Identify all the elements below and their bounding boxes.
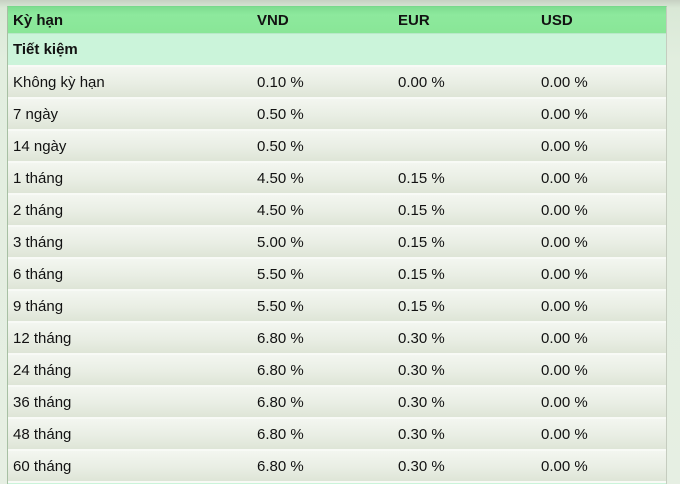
- vnd-rate-cell: 5.50 %: [257, 265, 304, 283]
- vnd-rate-cell: 6.80 %: [257, 329, 304, 347]
- usd-rate-cell: 0.00 %: [541, 329, 588, 347]
- vnd-rate-cell: 4.50 %: [257, 169, 304, 187]
- eur-rate-cell: 0.30 %: [398, 361, 445, 379]
- vnd-rate-cell: 0.50 %: [257, 105, 304, 123]
- table-row: 24 tháng 6.80 % 0.30 % 0.00 %: [8, 353, 666, 385]
- vnd-rate-cell: 6.80 %: [257, 393, 304, 411]
- usd-rate-cell: 0.00 %: [541, 393, 588, 411]
- column-header-eur: EUR: [398, 11, 430, 29]
- eur-rate-cell: 0.30 %: [398, 329, 445, 347]
- usd-rate-cell: 0.00 %: [541, 137, 588, 155]
- eur-rate-cell: 0.30 %: [398, 457, 445, 475]
- usd-rate-cell: 0.00 %: [541, 265, 588, 283]
- table-row: 14 ngày 0.50 % 0.00 %: [8, 129, 666, 161]
- eur-rate-cell: 0.15 %: [398, 297, 445, 315]
- eur-rate-cell: 0.15 %: [398, 201, 445, 219]
- usd-rate-cell: 0.00 %: [541, 457, 588, 475]
- usd-rate-cell: 0.00 %: [541, 169, 588, 187]
- usd-rate-cell: 0.00 %: [541, 105, 588, 123]
- vnd-rate-cell: 5.50 %: [257, 297, 304, 315]
- vnd-rate-cell: 6.80 %: [257, 457, 304, 475]
- term-cell: 2 tháng: [13, 201, 64, 219]
- vnd-rate-cell: 0.50 %: [257, 137, 304, 155]
- usd-rate-cell: 0.00 %: [541, 297, 588, 315]
- table-row: 6 tháng 5.50 % 0.15 % 0.00 %: [8, 257, 666, 289]
- table-row: 48 tháng 6.80 % 0.30 % 0.00 %: [8, 417, 666, 449]
- table-row: 3 tháng 5.00 % 0.15 % 0.00 %: [8, 225, 666, 257]
- vnd-rate-cell: 0.10 %: [257, 73, 304, 91]
- interest-rate-table: Kỳ hạn VND EUR USD Tiết kiệm Không kỳ hạ…: [7, 6, 667, 484]
- term-cell: 12 tháng: [13, 329, 72, 347]
- table-header-row: Kỳ hạn VND EUR USD: [8, 7, 666, 33]
- table-row: 9 tháng 5.50 % 0.15 % 0.00 %: [8, 289, 666, 321]
- table-row: Không kỳ hạn 0.10 % 0.00 % 0.00 %: [8, 65, 666, 97]
- vnd-rate-cell: 5.00 %: [257, 233, 304, 251]
- eur-rate-cell: 0.15 %: [398, 233, 445, 251]
- section-row-savings: Tiết kiệm: [8, 33, 666, 65]
- column-header-vnd: VND: [257, 11, 289, 29]
- next-section-row-cutoff: [8, 481, 666, 484]
- vnd-rate-cell: 6.80 %: [257, 425, 304, 443]
- term-cell: 60 tháng: [13, 457, 72, 475]
- table-row: 60 tháng 6.80 % 0.30 % 0.00 %: [8, 449, 666, 481]
- eur-rate-cell: 0.00 %: [398, 73, 445, 91]
- term-cell: 3 tháng: [13, 233, 64, 251]
- table-row: 7 ngày 0.50 % 0.00 %: [8, 97, 666, 129]
- term-cell: 24 tháng: [13, 361, 72, 379]
- table-body: Không kỳ hạn 0.10 % 0.00 % 0.00 % 7 ngày…: [8, 65, 666, 481]
- eur-rate-cell: 0.15 %: [398, 169, 445, 187]
- usd-rate-cell: 0.00 %: [541, 233, 588, 251]
- term-cell: 48 tháng: [13, 425, 72, 443]
- vnd-rate-cell: 6.80 %: [257, 361, 304, 379]
- term-cell: Không kỳ hạn: [13, 73, 105, 91]
- column-header-usd: USD: [541, 11, 573, 29]
- table-row: 36 tháng 6.80 % 0.30 % 0.00 %: [8, 385, 666, 417]
- table-row: 1 tháng 4.50 % 0.15 % 0.00 %: [8, 161, 666, 193]
- column-header-term: Kỳ hạn: [13, 11, 64, 29]
- table-row: 12 tháng 6.80 % 0.30 % 0.00 %: [8, 321, 666, 353]
- usd-rate-cell: 0.00 %: [541, 425, 588, 443]
- term-cell: 7 ngày: [13, 105, 59, 123]
- eur-rate-cell: 0.15 %: [398, 265, 445, 283]
- term-cell: 9 tháng: [13, 297, 64, 315]
- term-cell: 1 tháng: [13, 169, 64, 187]
- usd-rate-cell: 0.00 %: [541, 73, 588, 91]
- eur-rate-cell: 0.30 %: [398, 393, 445, 411]
- eur-rate-cell: 0.30 %: [398, 425, 445, 443]
- term-cell: 14 ngày: [13, 137, 67, 155]
- table-row: 2 tháng 4.50 % 0.15 % 0.00 %: [8, 193, 666, 225]
- usd-rate-cell: 0.00 %: [541, 361, 588, 379]
- vnd-rate-cell: 4.50 %: [257, 201, 304, 219]
- term-cell: 6 tháng: [13, 265, 64, 283]
- section-label: Tiết kiệm: [13, 41, 78, 58]
- usd-rate-cell: 0.00 %: [541, 201, 588, 219]
- term-cell: 36 tháng: [13, 393, 72, 411]
